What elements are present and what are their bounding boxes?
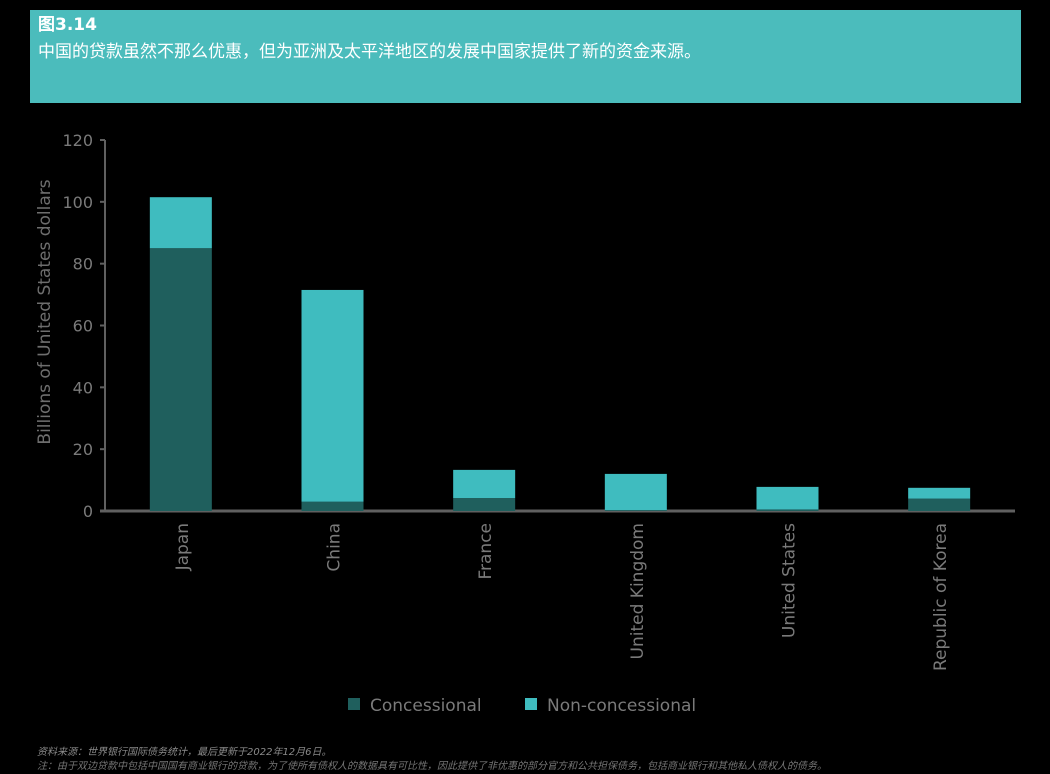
bar-segment-non-concessional [604,473,667,511]
y-tick-label: 80 [73,255,93,274]
y-tick-label: 20 [73,440,93,459]
y-tick-label: 60 [73,317,93,336]
figure-header: 图3.14 中国的贷款虽然不那么优惠，但为亚洲及太平洋地区的发展中国家提供了新的… [30,10,1021,103]
x-tick-label: United States [780,523,800,638]
x-axis-labels: Japan China France United Kingdom United Sta… [173,523,951,671]
figure-title: 中国的贷款虽然不那么优惠，但为亚洲及太平洋地区的发展中国家提供了新的资金来源。 [38,42,701,62]
bar-segment-concessional [453,498,516,511]
bar-segment-non-concessional [301,289,364,502]
x-tick-label: Japan [173,523,193,571]
legend: Concessional Non-concessional [348,696,696,716]
figure-footer: 资料来源：世界银行国际债务统计，最后更新于2022年12月6日。 注：由于双边贷… [37,746,1037,774]
bar-republic-of-korea [908,487,971,511]
x-tick-label: United Kingdom [628,523,648,659]
footnote: 注：由于双边贷款中包括中国国有商业银行的贷款，为了使所有债权人的数据具有可比性，… [37,761,827,772]
bar-united-kingdom [604,473,667,511]
x-tick-label: France [476,523,496,580]
y-tick-label: 100 [62,193,93,212]
bar-segment-non-concessional [756,486,819,510]
legend-label: Non-concessional [547,696,696,716]
bar-segment-concessional [604,510,667,511]
bar-segment-concessional [301,501,364,511]
stacked-bar-chart: Billions of United States dollars 0 20 40 6… [35,131,1015,716]
bar-china [301,289,364,511]
source-note: 资料来源：世界银行国际债务统计，最后更新于2022年12月6日。 [37,747,332,758]
bars-group [149,197,971,512]
x-tick-label: China [325,523,345,572]
legend-swatch [348,698,360,710]
bar-japan [149,197,212,512]
y-tick-label: 40 [73,378,93,397]
bar-france [453,469,516,511]
legend-label: Concessional [370,696,482,716]
bar-segment-concessional [908,498,971,511]
bar-segment-concessional [149,248,212,512]
figure-number: 图3.14 [38,15,97,35]
y-axis: 0 20 40 60 80 100 120 [62,131,1015,521]
bar-segment-non-concessional [453,469,516,499]
bar-segment-non-concessional [149,197,212,249]
bar-segment-concessional [756,509,819,511]
y-tick-label: 120 [62,131,93,150]
y-axis-label: Billions of United States dollars [35,179,55,444]
x-tick-label: Republic of Korea [931,523,951,671]
legend-swatch [525,698,537,710]
bar-segment-non-concessional [908,487,971,499]
bar-united-states [756,486,819,511]
y-tick-label: 0 [83,502,93,521]
